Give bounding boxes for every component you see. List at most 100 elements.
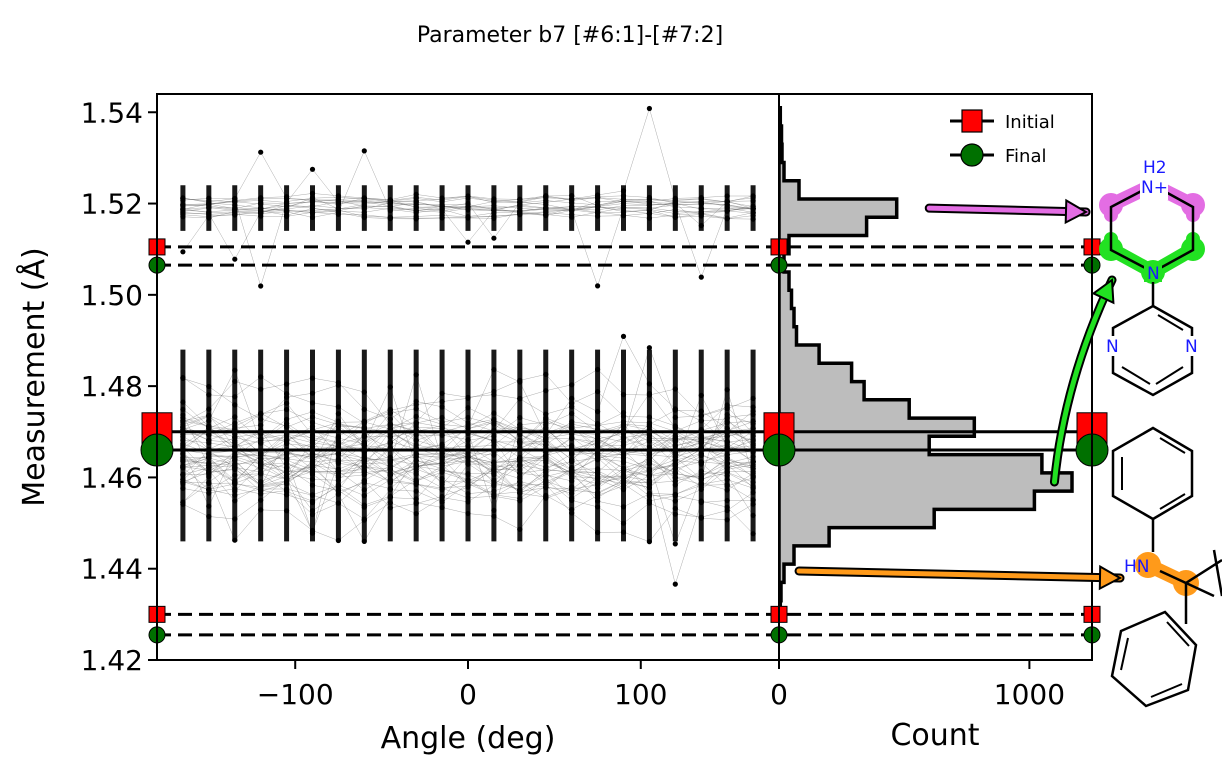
data-point xyxy=(387,470,393,476)
data-point xyxy=(750,497,756,503)
data-point xyxy=(309,190,316,196)
data-point xyxy=(465,454,471,460)
data-point xyxy=(309,414,316,420)
data-point xyxy=(724,198,730,204)
data-point xyxy=(387,421,393,427)
data-point xyxy=(646,414,653,420)
data-point xyxy=(517,458,523,464)
legend-initial-label: Initial xyxy=(1005,112,1055,133)
data-point xyxy=(620,520,627,526)
data-point xyxy=(620,200,627,207)
data-point xyxy=(284,476,290,482)
data-point xyxy=(284,424,290,430)
data-point xyxy=(206,437,212,443)
data-point xyxy=(698,459,704,465)
data-point xyxy=(724,402,730,408)
data-point xyxy=(439,463,445,469)
data-point xyxy=(543,484,549,491)
data-point xyxy=(672,212,678,218)
data-point xyxy=(569,435,575,441)
data-point xyxy=(309,470,316,476)
data-point xyxy=(413,201,419,207)
data-point xyxy=(439,479,445,485)
data-point xyxy=(698,392,704,398)
data-point xyxy=(309,464,316,470)
chart-title: Parameter b7 [#6:1]-[#7:2] xyxy=(417,23,723,48)
data-point xyxy=(698,210,704,216)
data-point xyxy=(543,388,549,394)
data-point xyxy=(284,437,290,443)
data-point xyxy=(232,537,238,543)
data-point xyxy=(335,439,341,446)
data-point xyxy=(491,470,497,476)
data-point xyxy=(698,498,704,504)
data-point xyxy=(750,531,756,537)
data-point xyxy=(258,210,264,216)
data-point xyxy=(543,371,549,377)
data-point xyxy=(232,463,238,469)
data-point xyxy=(698,418,704,424)
data-point xyxy=(543,467,549,473)
data-point xyxy=(569,497,575,503)
data-point xyxy=(284,508,290,514)
data-point xyxy=(672,498,678,504)
data-point xyxy=(180,399,186,405)
data-point xyxy=(439,493,445,500)
data-point xyxy=(284,481,290,487)
data-point xyxy=(724,461,730,467)
phenyl-double-bond xyxy=(1159,437,1186,454)
data-point xyxy=(646,421,653,427)
data-point xyxy=(206,406,212,412)
data-point xyxy=(750,479,756,485)
data-point xyxy=(569,425,575,431)
data-point xyxy=(387,454,393,460)
reference-lines-layer xyxy=(140,238,1109,644)
legend-box xyxy=(935,102,1083,176)
data-point xyxy=(258,491,264,497)
data-point xyxy=(517,463,523,469)
annotation-arrowhead xyxy=(1098,564,1123,591)
data-point xyxy=(543,453,549,459)
data-point xyxy=(569,395,575,401)
main-scatter-layer xyxy=(180,105,756,587)
data-point xyxy=(232,378,238,384)
data-point xyxy=(595,443,601,449)
data-point xyxy=(620,188,627,194)
data-point xyxy=(309,214,316,220)
data-point xyxy=(387,487,393,493)
data-point xyxy=(569,410,575,417)
y-tick-label: 1.48 xyxy=(81,370,143,403)
data-point xyxy=(491,416,497,422)
data-point xyxy=(361,425,367,431)
data-point xyxy=(465,206,471,213)
data-point xyxy=(439,454,445,460)
data-point xyxy=(335,466,341,472)
data-point xyxy=(543,473,549,480)
data-point xyxy=(646,480,653,486)
data-point xyxy=(595,474,601,480)
data-point xyxy=(335,484,341,490)
data-point xyxy=(672,505,678,512)
data-point xyxy=(750,195,756,201)
data-point xyxy=(750,469,756,475)
data-point xyxy=(595,389,601,395)
data-point xyxy=(724,487,730,493)
data-point xyxy=(569,419,575,425)
data-point xyxy=(517,479,523,485)
data-point xyxy=(491,207,497,213)
data-point xyxy=(232,414,238,420)
data-point xyxy=(309,207,316,213)
data-point xyxy=(517,526,523,532)
data-point xyxy=(335,491,341,497)
data-point xyxy=(206,200,212,206)
data-point xyxy=(413,457,419,464)
data-point xyxy=(258,374,264,380)
data-point xyxy=(517,490,523,496)
data-point xyxy=(569,207,575,213)
data-point xyxy=(309,511,316,518)
data-point xyxy=(465,395,471,401)
data-point xyxy=(413,422,419,428)
data-point xyxy=(335,500,341,506)
data-point xyxy=(750,501,756,507)
phenyl-double-bond xyxy=(1166,621,1190,647)
